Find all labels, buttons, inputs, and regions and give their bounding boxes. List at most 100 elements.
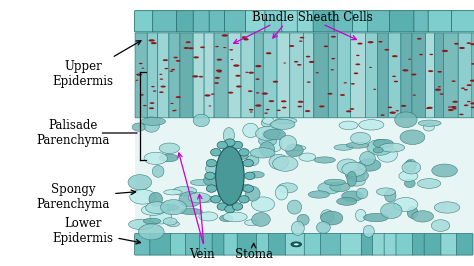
Ellipse shape [156, 204, 179, 211]
Ellipse shape [373, 89, 376, 90]
FancyBboxPatch shape [361, 234, 374, 255]
Ellipse shape [423, 124, 434, 131]
Ellipse shape [171, 69, 175, 70]
FancyBboxPatch shape [428, 11, 452, 32]
FancyBboxPatch shape [424, 234, 442, 255]
Ellipse shape [356, 63, 360, 65]
Ellipse shape [205, 172, 215, 180]
Ellipse shape [141, 117, 165, 125]
Ellipse shape [356, 188, 368, 199]
Ellipse shape [309, 191, 329, 198]
Ellipse shape [230, 59, 233, 60]
Ellipse shape [243, 123, 258, 138]
FancyBboxPatch shape [320, 234, 341, 255]
FancyBboxPatch shape [412, 234, 425, 255]
FancyBboxPatch shape [304, 234, 321, 255]
Ellipse shape [470, 43, 474, 45]
Ellipse shape [407, 207, 418, 218]
FancyBboxPatch shape [241, 33, 255, 118]
Ellipse shape [288, 145, 306, 151]
Ellipse shape [243, 39, 249, 40]
Ellipse shape [354, 72, 358, 74]
FancyBboxPatch shape [390, 11, 415, 32]
FancyBboxPatch shape [314, 33, 328, 118]
Ellipse shape [380, 143, 405, 152]
Ellipse shape [152, 165, 164, 177]
Ellipse shape [183, 47, 189, 49]
FancyBboxPatch shape [204, 33, 214, 118]
Ellipse shape [281, 100, 286, 102]
FancyBboxPatch shape [265, 11, 283, 32]
Ellipse shape [203, 173, 228, 187]
Ellipse shape [350, 132, 371, 144]
Ellipse shape [232, 142, 243, 149]
Ellipse shape [217, 59, 222, 61]
Ellipse shape [219, 215, 233, 222]
Ellipse shape [161, 86, 166, 88]
Ellipse shape [395, 110, 399, 111]
Ellipse shape [190, 196, 215, 203]
Ellipse shape [223, 212, 247, 222]
Ellipse shape [252, 213, 270, 226]
Ellipse shape [233, 64, 239, 67]
FancyBboxPatch shape [353, 11, 368, 32]
FancyBboxPatch shape [256, 234, 269, 255]
FancyBboxPatch shape [237, 234, 257, 255]
Ellipse shape [319, 105, 325, 107]
Ellipse shape [164, 68, 168, 69]
FancyBboxPatch shape [225, 11, 246, 32]
Ellipse shape [219, 189, 238, 199]
FancyBboxPatch shape [282, 11, 298, 32]
FancyBboxPatch shape [396, 234, 413, 255]
Ellipse shape [376, 188, 395, 196]
Ellipse shape [163, 59, 168, 61]
Ellipse shape [223, 128, 235, 143]
Ellipse shape [291, 242, 301, 247]
FancyBboxPatch shape [350, 33, 365, 118]
FancyBboxPatch shape [147, 33, 158, 118]
Ellipse shape [402, 69, 409, 72]
Ellipse shape [217, 203, 228, 210]
Ellipse shape [159, 143, 180, 153]
Ellipse shape [243, 185, 254, 192]
Ellipse shape [459, 114, 464, 115]
Ellipse shape [209, 105, 211, 106]
Ellipse shape [279, 135, 297, 151]
FancyBboxPatch shape [135, 33, 147, 118]
Ellipse shape [269, 100, 274, 102]
Ellipse shape [381, 203, 402, 219]
Ellipse shape [199, 212, 218, 221]
Ellipse shape [356, 209, 366, 222]
Ellipse shape [255, 65, 262, 67]
Ellipse shape [393, 197, 418, 211]
Ellipse shape [466, 42, 471, 44]
Ellipse shape [260, 142, 274, 156]
Ellipse shape [242, 37, 247, 39]
Ellipse shape [149, 107, 154, 109]
Ellipse shape [330, 182, 350, 192]
FancyBboxPatch shape [340, 234, 362, 255]
Bar [135, 33, 474, 233]
Ellipse shape [283, 63, 286, 64]
FancyBboxPatch shape [135, 11, 154, 32]
Ellipse shape [136, 73, 142, 76]
Ellipse shape [331, 58, 335, 59]
Ellipse shape [191, 180, 211, 185]
Text: Vein: Vein [189, 248, 214, 260]
Ellipse shape [363, 225, 374, 237]
Ellipse shape [368, 41, 374, 43]
Ellipse shape [427, 107, 433, 109]
FancyBboxPatch shape [290, 33, 304, 118]
Ellipse shape [173, 57, 178, 58]
Ellipse shape [159, 154, 178, 162]
Ellipse shape [452, 101, 458, 103]
Ellipse shape [206, 159, 217, 167]
Ellipse shape [266, 109, 270, 110]
FancyBboxPatch shape [401, 33, 412, 118]
Ellipse shape [345, 167, 364, 181]
Ellipse shape [146, 202, 168, 214]
Ellipse shape [309, 61, 314, 63]
Ellipse shape [149, 192, 163, 206]
FancyBboxPatch shape [365, 33, 377, 118]
FancyBboxPatch shape [209, 11, 226, 32]
